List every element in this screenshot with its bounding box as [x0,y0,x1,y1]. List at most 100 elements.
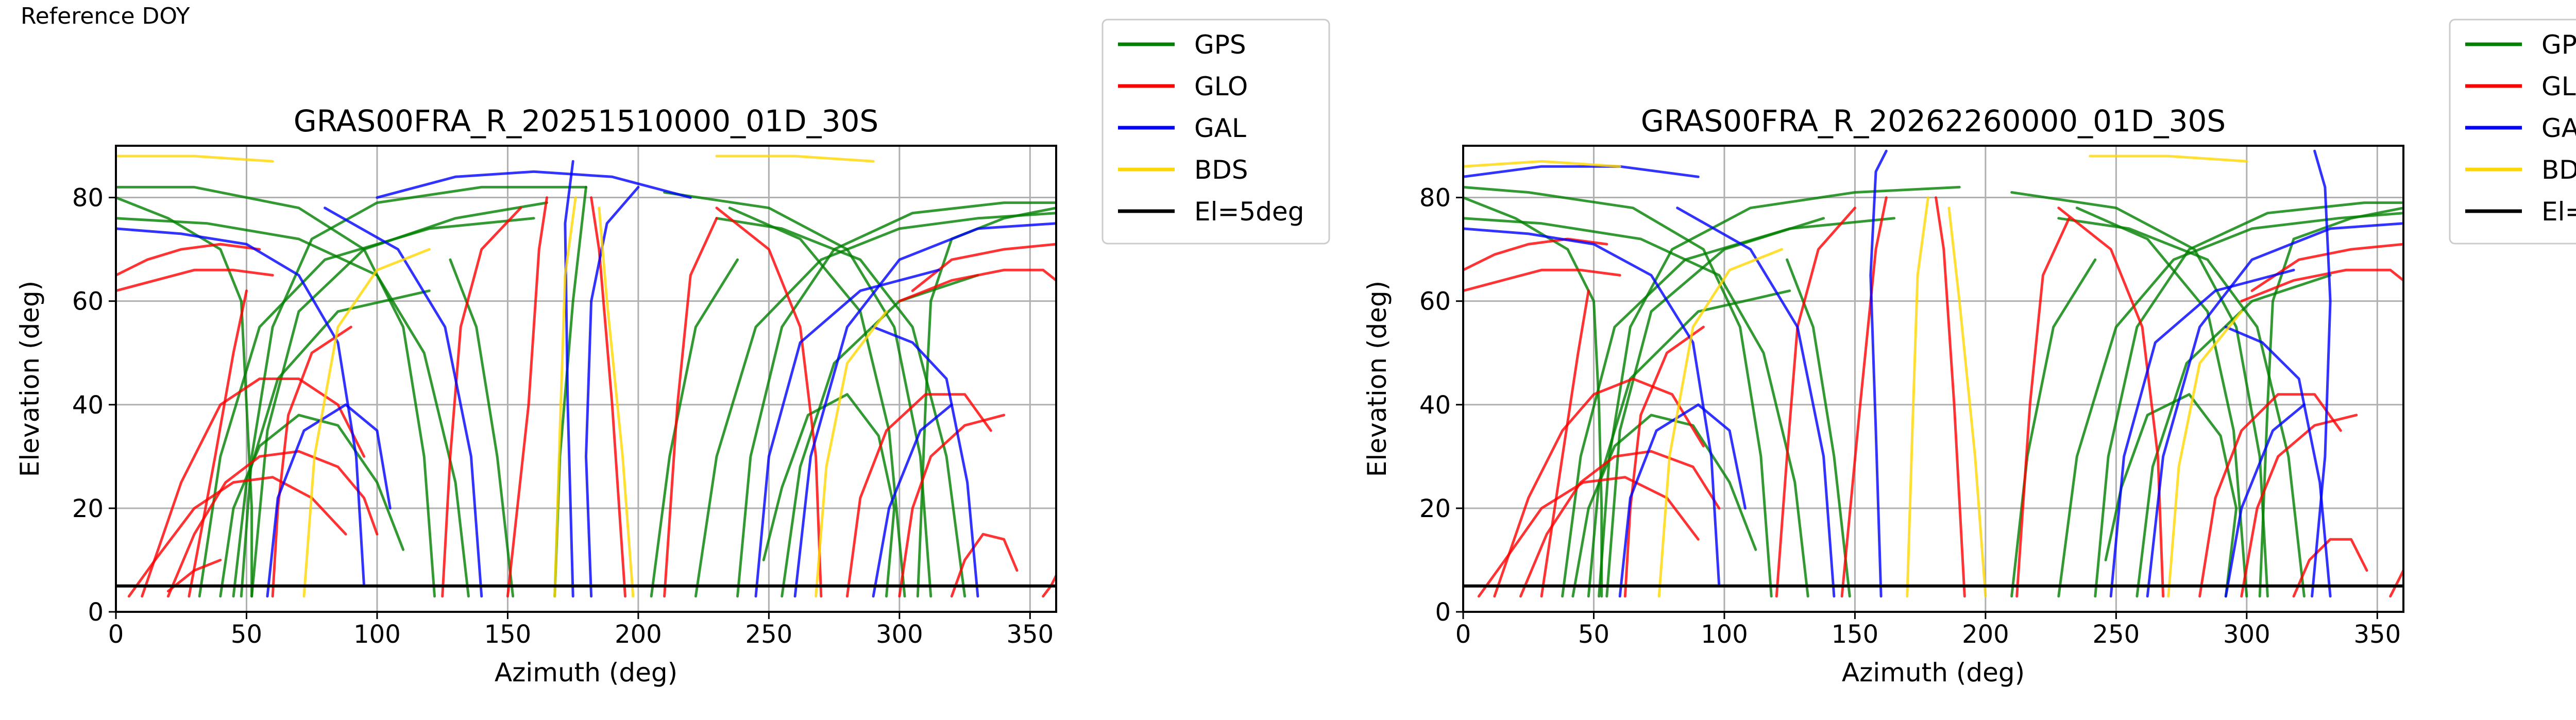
satellite-track [793,222,1056,598]
satellite-track [271,325,352,598]
satellite-track [116,155,274,163]
satellite-track [2224,403,2306,598]
y-axis-label: Elevation (deg) [15,281,45,477]
y-tick-label: 40 [1419,391,1451,420]
satellite-track [116,268,274,293]
satellite-track [553,196,577,598]
y-tick-label: 80 [72,184,104,213]
x-tick-label: 100 [353,620,401,649]
series-gal [116,160,1056,598]
satellite-track [1605,217,1825,598]
satellite-track [2167,310,2243,598]
x-tick-label: 50 [1578,620,1609,649]
x-tick-label: 100 [1701,620,1748,649]
satellite-track [916,207,1056,598]
satellite-track [564,160,574,598]
satellite-track [694,212,1056,598]
legend-label: GPS [1194,30,1246,60]
satellite-track [441,207,522,598]
satellite-track [1463,217,1809,598]
satellite-track [1561,217,1895,598]
satellite-track [781,273,979,598]
satellite-track [1676,207,1836,598]
satellite-track [2109,268,2295,598]
y-tick-label: 40 [72,391,104,420]
satellite-track [198,217,535,598]
y-axis-label: Elevation (deg) [1362,281,1392,477]
chart-1: 0 50 100 150 200 250 300 350 0 20 40 60 80 GRAS00FRA_… [15,19,1330,688]
satellite-track [736,201,1056,598]
x-axis-label: Azimuth (deg) [495,658,677,688]
legend: GPS GLO GAL BDS El=5deg [1101,19,1330,245]
satellite-track [2311,149,2332,598]
satellite-track [663,217,718,598]
x-tick-label: 0 [108,620,124,649]
data-layer [116,155,1056,598]
satellite-track [754,268,940,598]
legend-label: GPS [2541,30,2576,60]
satellite-track [449,258,515,598]
legend-box [2449,19,2576,245]
satellite-track [116,243,261,277]
satellite-track [250,201,548,598]
satellite-track [2240,268,2403,303]
satellite-track [1657,248,1783,598]
x-tick-label: 300 [2223,620,2270,649]
satellite-track [116,185,436,598]
y-tick-label: 0 [88,598,104,627]
satellite-track [1869,149,1888,598]
satellite-track [650,258,739,598]
satellite-track [1463,160,1621,168]
satellite-track [2136,273,2332,598]
x-tick-label: 150 [1832,620,1879,649]
satellite-track [1598,185,1961,598]
page-caption: Reference DOY [21,3,190,29]
x-tick-label: 200 [1962,620,2009,649]
x-tick-label: 300 [876,620,923,649]
legend-label: GLO [1194,72,1248,101]
satellite-track [590,196,626,598]
x-tick-label: 150 [484,620,532,649]
satellite-track [2057,212,2403,598]
satellite-track [1906,196,1929,598]
legend-label: BDS [2541,155,2576,185]
series-gps [1463,185,2403,598]
satellite-track [2198,393,2342,598]
satellite-track [872,403,953,598]
satellite-track [872,325,979,598]
x-tick-label: 250 [745,620,793,649]
satellite-track [1540,289,1590,598]
satellite-track [141,378,366,598]
satellite-track [2389,569,2403,598]
x-tick-label: 350 [2353,620,2401,649]
satellite-track [1463,196,1603,598]
legend-label: BDS [1194,155,1248,185]
satellite-track [911,243,1056,293]
x-tick-label: 200 [615,620,662,649]
satellite-track [598,207,635,598]
chart-2: 0 50 100 150 200 250 300 350 0 20 40 60 80 GRAS00FRA_… [1362,19,2576,688]
satellite-track [1623,325,1705,598]
satellite-track [728,207,906,598]
series-bds [1463,155,2248,598]
satellite-track [2010,191,2269,598]
legend-label: El=5deg [2541,197,2576,227]
y-tick-label: 80 [1419,184,1451,213]
chart-title: GRAS00FRA_R_20251510000_01D_30S [294,104,878,139]
satellite-track [1571,414,1757,598]
satellite-track [815,310,888,598]
satellite-track [376,170,692,199]
y-tick-label: 60 [1419,287,1451,316]
satellite-track [2224,325,2332,598]
satellite-track [2146,222,2403,598]
satellite-track [2094,201,2403,598]
satellite-track [166,450,379,598]
legend-label: GAL [2541,113,2576,143]
satellite-track [2015,217,2071,598]
satellite-track [1463,268,1621,293]
satellite-track [715,207,823,598]
data-layer [1463,149,2403,598]
x-axis-label: Azimuth (deg) [1842,658,2025,688]
y-tick-label: 20 [1419,494,1451,523]
